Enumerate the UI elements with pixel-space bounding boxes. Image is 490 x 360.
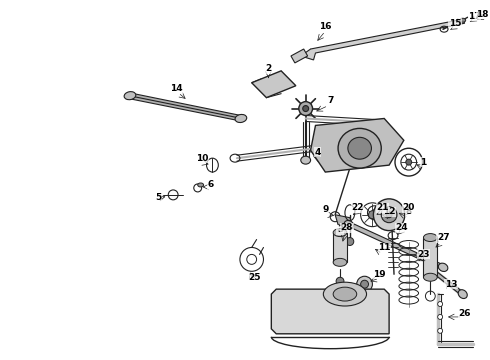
Text: 7: 7	[327, 96, 333, 105]
Ellipse shape	[333, 287, 357, 301]
Ellipse shape	[299, 102, 313, 116]
Polygon shape	[291, 49, 308, 63]
Ellipse shape	[197, 183, 203, 187]
Ellipse shape	[439, 263, 448, 271]
Text: 13: 13	[445, 280, 457, 289]
Ellipse shape	[438, 314, 442, 319]
Polygon shape	[311, 118, 404, 172]
Ellipse shape	[438, 328, 442, 333]
Ellipse shape	[333, 229, 347, 237]
Ellipse shape	[381, 207, 397, 223]
Ellipse shape	[458, 290, 467, 298]
Ellipse shape	[333, 258, 347, 266]
Ellipse shape	[361, 280, 368, 288]
Ellipse shape	[336, 277, 344, 285]
Text: 6: 6	[207, 180, 214, 189]
Text: 27: 27	[437, 233, 449, 242]
Text: 28: 28	[341, 223, 353, 232]
Text: 8: 8	[406, 207, 412, 216]
Polygon shape	[301, 19, 465, 60]
Text: 1: 1	[420, 158, 427, 167]
Ellipse shape	[368, 211, 376, 219]
Text: 3: 3	[337, 225, 343, 234]
Ellipse shape	[460, 18, 465, 22]
Text: 10: 10	[196, 154, 209, 163]
Ellipse shape	[338, 129, 381, 168]
Polygon shape	[252, 71, 296, 98]
Ellipse shape	[424, 263, 433, 272]
Text: 14: 14	[170, 84, 182, 93]
Ellipse shape	[323, 282, 367, 306]
Ellipse shape	[386, 212, 392, 218]
Text: 23: 23	[417, 250, 430, 259]
Text: 11: 11	[378, 243, 391, 252]
Text: 22: 22	[351, 203, 364, 212]
Ellipse shape	[438, 302, 442, 306]
Text: 25: 25	[248, 273, 261, 282]
Polygon shape	[271, 289, 389, 334]
Text: 18: 18	[476, 10, 489, 19]
Text: 5: 5	[155, 193, 162, 202]
Ellipse shape	[344, 220, 354, 229]
Text: 19: 19	[373, 270, 386, 279]
Text: 17: 17	[468, 12, 481, 21]
Ellipse shape	[301, 156, 311, 164]
Polygon shape	[335, 215, 353, 228]
Ellipse shape	[348, 137, 371, 159]
Bar	[333, 233, 347, 262]
Text: 20: 20	[403, 203, 415, 212]
Ellipse shape	[423, 273, 437, 281]
Text: 2: 2	[265, 64, 271, 73]
Ellipse shape	[371, 210, 377, 216]
Ellipse shape	[406, 159, 412, 165]
Text: 15: 15	[449, 19, 461, 28]
Text: 16: 16	[319, 22, 332, 31]
Ellipse shape	[423, 234, 437, 242]
Text: 9: 9	[322, 205, 328, 214]
Ellipse shape	[346, 238, 354, 246]
Ellipse shape	[373, 199, 405, 231]
Bar	[423, 238, 437, 277]
Text: 21: 21	[376, 203, 389, 212]
Ellipse shape	[357, 276, 372, 292]
Text: 24: 24	[395, 223, 408, 232]
Ellipse shape	[235, 114, 247, 122]
Text: 26: 26	[459, 310, 471, 319]
Text: 4: 4	[314, 148, 320, 157]
Ellipse shape	[124, 91, 136, 100]
Ellipse shape	[303, 105, 309, 112]
Text: 12: 12	[383, 207, 395, 216]
